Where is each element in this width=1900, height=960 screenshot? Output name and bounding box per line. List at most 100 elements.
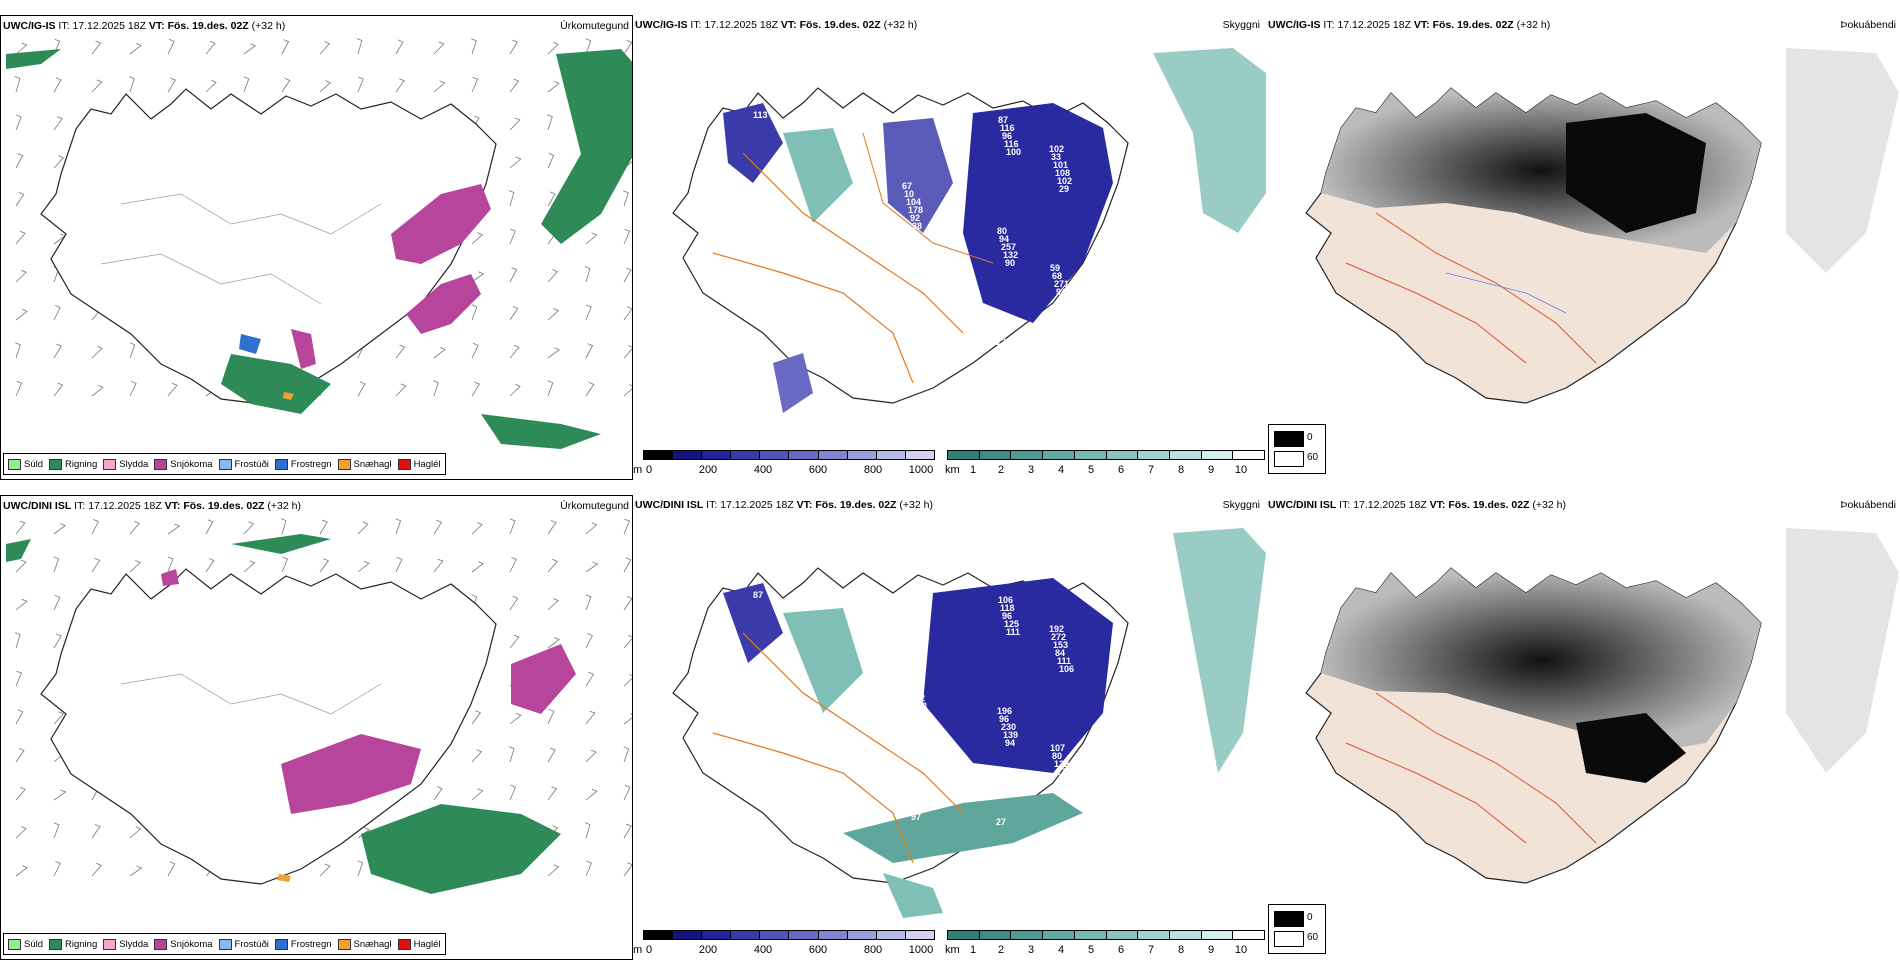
panel-header: UWC/IG-IS IT: 17.12.2025 18Z VT: Fös. 19… [635,19,918,31]
panel-title: Skyggni [1222,499,1260,511]
panel-title: Þokuábendi [1840,19,1896,31]
cloudbase-value-label: 116 [1000,123,1015,133]
visibility-colorbar: km 1 2 3 4 5 6 7 8 9 10 [945,450,1265,476]
rain-area [541,49,632,244]
visibility-colorbar: km 1 2 3 4 5 6 7 8 9 10 [945,930,1265,956]
legend-swatch [8,458,21,470]
fog-legend: 0 60 [1268,904,1326,954]
cloudbase-value-label: 106 [998,595,1013,605]
cloudbase-colorbar: m 0 200 400 600 800 1000 [633,930,935,956]
cloudbase-value-label: 196 [997,706,1012,716]
visibility-strip [947,450,1265,460]
fog-index-panel-bottom: UWC/DINI ISL IT: 17.12.2025 18Z VT: Fös.… [1266,495,1899,960]
cloudbase-value-label: 101 [905,788,920,798]
cloudbase-value-label: 132 [1054,759,1069,769]
cloudbase-value-label: 116 [1004,139,1019,149]
cloudbase-value-label: 84 [1055,648,1065,658]
cloudbase-value-label: 96 [1002,131,1012,141]
cloudbase-value-label: 153 [1053,640,1068,650]
cloudbase-value-label: 53 [903,780,913,790]
cloudbase-value-label: 105 [1058,775,1073,785]
cloudbase-strip [643,930,935,940]
cloudbase-value-label: 80 [997,226,1007,236]
cloudbase-value-label: 272 [1051,632,1066,642]
cloudbase-value-label: 29 [1059,184,1069,194]
cloudbase-value-label: 126 [996,337,1011,347]
panel-title: Skyggni [1222,19,1260,31]
cloud-visibility-panel-bottom: UWC/DINI ISL IT: 17.12.2025 18Z VT: Fös.… [633,495,1266,960]
cloudbase-strip [643,450,935,460]
panel-header: UWC/DINI ISL IT: 17.12.2025 18Z VT: Fös.… [3,500,301,512]
cloudbase-value-label: 118 [1000,603,1015,613]
iceland-outline [40,88,497,405]
cloudbase-value-label: 178 [908,205,923,215]
cloudbase-value-label: 111 [1006,627,1020,637]
cloudbase-value-label: 152 [910,693,925,703]
precip-map [6,38,632,449]
cloudbase-value-label: 108 [1055,168,1070,178]
fog-legend: 0 60 [1268,424,1326,474]
cloudbase-value-label: 96 [999,714,1009,724]
cloudbase-colorbar: m 0 200 400 600 800 1000 [633,450,935,476]
cloudbase-value-label: 257 [1001,242,1016,252]
cloudbase-value-label: 192 [1049,624,1064,634]
cloudbase-value-label: 111 [1057,656,1071,666]
cloudbase-value-label: 201 [903,300,918,310]
cloudbase-value-label: 104 [906,197,921,207]
cloudbase-value-label: 10 [904,189,914,199]
panel-header: UWC/DINI ISL IT: 17.12.2025 18Z VT: Fös.… [635,499,933,511]
precip-legend: Súld Rigning Slydda Snjókoma Frostúði Fr… [3,453,446,475]
cloudbase-value-label: 100 [909,324,924,334]
cloudbase-value-label: 101 [1053,160,1068,170]
cloudbase-value-label: 109 [907,796,922,806]
precip-map [6,518,632,894]
visibility-strip [947,930,1265,940]
cloudbase-value-label: 94 [1056,287,1066,297]
cloudbase-value-label: 27 [996,817,1006,827]
cloudbase-value-label: 132 [1003,250,1018,260]
cloudbase-value-label: 107 [1050,743,1065,753]
cloudbase-value-label: 102 [1057,176,1072,186]
panel-title: Úrkomutegund [560,20,629,32]
cloudbase-value-label: 230 [1001,722,1016,732]
precip-legend: Súld Rigning Slydda Snjókoma Frostúði Fr… [3,933,446,955]
cloudbase-value-label: 94 [999,234,1009,244]
cloudbase-value-label: 96 [1002,611,1012,621]
cloudbase-value-label: 33 [1051,152,1061,162]
cloudbase-value-label: 87 [998,115,1008,125]
fog-map [1305,528,1899,884]
cloud-map-bottom: 8711110610394105971251111521391788296841… [672,528,1266,918]
cloudbase-value-label: 102 [1049,144,1064,154]
cloudbase-value-label: 92 [910,213,920,223]
panel-header: UWC/IG-IS IT: 17.12.2025 18Z VT: Fös. 19… [1268,19,1551,31]
panel-header: UWC/IG-IS IT: 17.12.2025 18Z VT: Fös. 19… [3,20,286,32]
precip-type-panel-top: UWC/IG-IS IT: 17.12.2025 18Z VT: Fös. 19… [0,15,633,480]
cloudbase-value-label: 169 [905,308,920,318]
cloudbase-value-label: 87 [753,590,763,600]
cloudbase-value-label: 38 [912,221,922,231]
precip-type-panel-bottom: UWC/DINI ISL IT: 17.12.2025 18Z VT: Fös.… [0,495,633,960]
cloudbase-value-label: 139 [1003,730,1018,740]
panel-title: Þokuábendi [1840,499,1896,511]
cloudbase-value-label: 94 [1005,738,1015,748]
cloud-visibility-panel-top: UWC/IG-IS IT: 17.12.2025 18Z VT: Fös. 19… [633,15,1266,480]
cloud-map-top: 113 100 29 38 90 105 79 116 102 92 132 94 100 96 108 17… [672,48,1266,413]
cloudbase-value-label: 90 [1005,258,1015,268]
cloudbase-value-label: 82 [909,804,919,814]
cloudbase-value-label: 79 [911,332,921,342]
cloudbase-value-label: 59 [1050,263,1060,273]
fog-index-panel-top: UWC/IG-IS IT: 17.12.2025 18Z VT: Fös. 19… [1266,15,1899,480]
cloudbase-value-label: 163 [906,677,921,687]
cloudbase-value-label: 202 [907,316,922,326]
panel-title: Úrkomutegund [560,500,629,512]
panel-header: UWC/DINI ISL IT: 17.12.2025 18Z VT: Fös.… [1268,499,1566,511]
cloudbase-value-label: 67 [902,181,912,191]
cloudbase-value-label: 80 [1052,751,1062,761]
cloudbase-value-label: 68 [1052,271,1062,281]
snow-area [391,184,491,264]
cloudbase-value-label: 106 [1059,664,1074,674]
cloudbase-value-label: 178 [1056,767,1071,777]
cloudbase-value-label: 113 [753,110,768,120]
cloudbase-value-label: 125 [1004,619,1019,629]
fog-map [1305,48,1899,404]
